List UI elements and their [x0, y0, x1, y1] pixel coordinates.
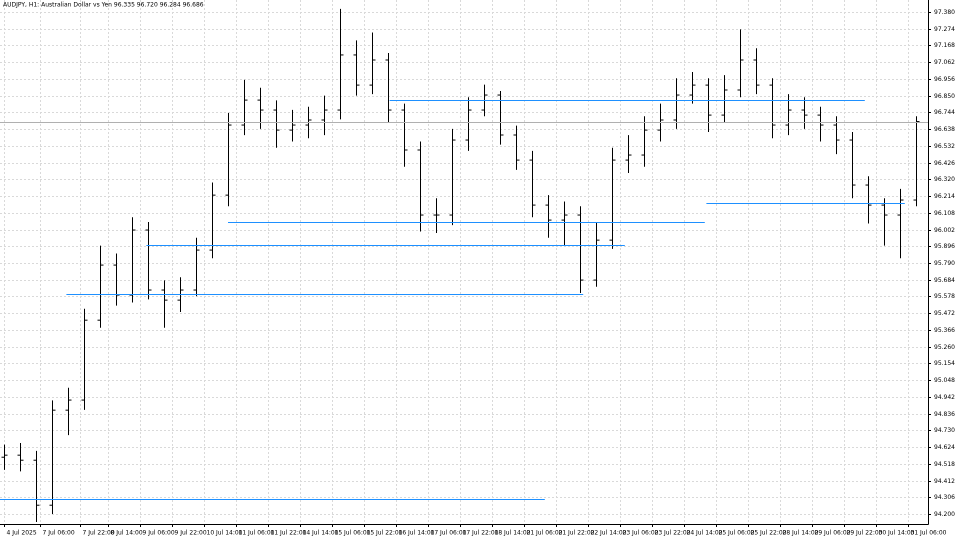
- y-tick-label: 96.108: [934, 210, 955, 217]
- y-tick-label: 96.002: [934, 227, 955, 234]
- x-tick-label: 29 Jul 22:00: [847, 530, 883, 537]
- x-tick-label: 29 Jul 06:00: [815, 530, 851, 537]
- x-tick-label: 25 Jul 22:00: [751, 530, 787, 537]
- x-tick-label: 23 Jul 22:00: [655, 530, 691, 537]
- y-tick-label: 95.578: [934, 293, 955, 300]
- y-tick-label: 94.942: [934, 394, 955, 401]
- y-tick-label: 94.518: [934, 461, 955, 468]
- x-tick-label: 15 Jul 22:00: [367, 530, 403, 537]
- y-tick-label: 96.214: [934, 193, 955, 200]
- x-tick-label: 4 Jul 2025: [7, 530, 37, 537]
- y-tick-label: 95.048: [934, 377, 955, 384]
- x-tick-label: 23 Jul 06:00: [623, 530, 659, 537]
- x-tick-label: 11 Jul 06:00: [239, 530, 275, 537]
- x-tick-label: 8 Jul 14:00: [111, 530, 143, 537]
- y-tick-label: 94.200: [934, 511, 955, 518]
- y-tick-label: 95.472: [934, 310, 955, 317]
- y-tick-label: 95.896: [934, 243, 955, 250]
- y-tick-label: 97.380: [934, 9, 955, 16]
- y-tick-label: 96.320: [934, 176, 955, 183]
- y-tick-label: 95.366: [934, 327, 955, 334]
- x-tick-label: 30 Jul 14:00: [879, 530, 915, 537]
- x-tick-label: 9 Jul 22:00: [175, 530, 207, 537]
- x-tick-label: 21 Jul 22:00: [559, 530, 595, 537]
- y-tick-label: 96.956: [934, 76, 955, 83]
- x-tick-label: 17 Jul 22:00: [463, 530, 499, 537]
- y-tick-label: 97.274: [934, 26, 955, 33]
- y-tick-label: 94.730: [934, 427, 955, 434]
- y-tick-label: 95.790: [934, 260, 955, 267]
- y-tick-label: 94.412: [934, 478, 955, 485]
- x-tick-label: 28 Jul 14:00: [783, 530, 819, 537]
- x-tick-label: 7 Jul 22:00: [83, 530, 115, 537]
- x-tick-label: 18 Jul 14:00: [495, 530, 531, 537]
- x-tick-label: 25 Jul 06:00: [719, 530, 755, 537]
- x-tick-label: 14 Jul 14:00: [303, 530, 339, 537]
- y-tick-label: 94.306: [934, 494, 955, 501]
- y-tick-label: 94.836: [934, 411, 955, 418]
- x-tick-label: 21 Jul 06:00: [527, 530, 563, 537]
- y-tick-label: 96.744: [934, 109, 955, 116]
- y-tick-label: 96.532: [934, 143, 955, 150]
- x-tick-label: 15 Jul 06:00: [335, 530, 371, 537]
- y-tick-label: 95.684: [934, 277, 955, 284]
- y-tick-label: 95.260: [934, 344, 955, 351]
- y-tick-label: 96.638: [934, 126, 955, 133]
- grid: [0, 0, 928, 524]
- x-tick-label: 10 Jul 14:00: [207, 530, 243, 537]
- x-tick-label: 16 Jul 14:00: [399, 530, 435, 537]
- y-tick-label: 95.154: [934, 360, 955, 367]
- x-tick-label: 9 Jul 06:00: [143, 530, 175, 537]
- y-tick-label: 96.850: [934, 93, 955, 100]
- y-tick-label: 96.426: [934, 160, 955, 167]
- plot: [0, 8, 928, 522]
- chart-title: AUDJPY, H1: Australian Dollar vs Yen 96.…: [3, 2, 204, 9]
- y-tick-label: 94.624: [934, 444, 955, 451]
- y-tick-label: 97.062: [934, 59, 955, 66]
- x-tick-label: 17 Jul 06:00: [431, 530, 467, 537]
- x-tick-label: 24 Jul 14:00: [687, 530, 723, 537]
- x-tick-label: 7 Jul 06:00: [43, 530, 75, 537]
- x-tick-label: 31 Jul 06:00: [911, 530, 947, 537]
- y-tick-label: 97.168: [934, 42, 955, 49]
- x-tick-label: 11 Jul 22:00: [271, 530, 307, 537]
- x-tick-label: 22 Jul 14:00: [591, 530, 627, 537]
